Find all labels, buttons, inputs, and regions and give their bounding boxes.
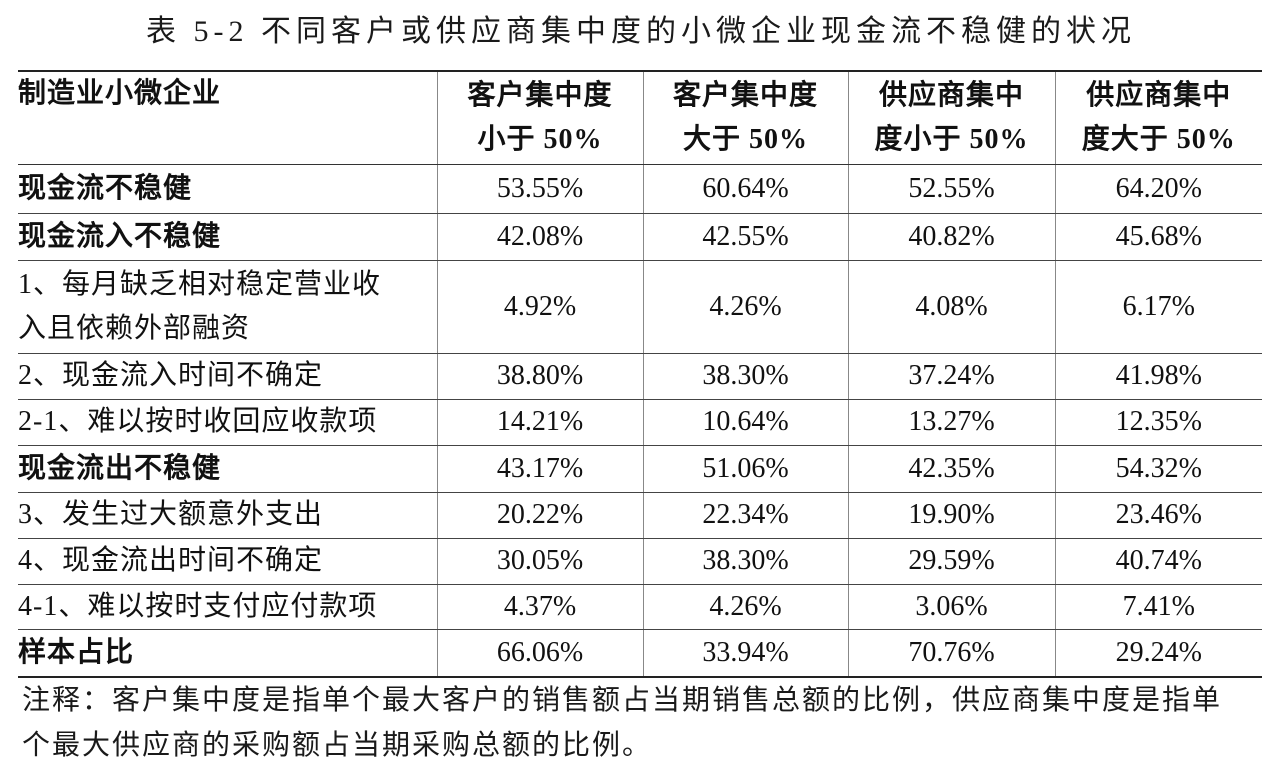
header-col-supplier-high: 供应商集中 度大于 50% [1054,70,1262,165]
value-cell: 38.80% [436,353,643,400]
row-label: 4、现金流出时间不确定 [18,538,437,585]
data-table: 制造业小微企业 客户集中度 小于 50% 客户集中度 大于 50% 供应商集中 … [18,70,1262,678]
value-cell: 51.06% [642,445,848,493]
header-line: 客户集中度 [672,79,818,111]
value-cell: 7.41% [1054,584,1262,630]
row-label: 1、每月缺乏相对稳定营业收 入且依赖外部融资 [18,260,437,354]
value-cell: 40.82% [847,213,1055,261]
value-cell: 37.24% [847,353,1055,400]
value-cell: 3.06% [847,584,1055,630]
value-cell: 38.30% [642,538,848,585]
value-cell: 54.32% [1054,445,1262,493]
table-row: 样本占比 66.06% 33.94% 70.76% 29.24% [18,629,1262,678]
value-cell: 38.30% [642,353,848,400]
value-cell: 66.06% [436,629,643,678]
value-cell: 42.35% [847,445,1055,493]
header-line: 供应商集中 [1086,79,1232,111]
table-row: 4、现金流出时间不确定 30.05% 38.30% 29.59% 40.74% [18,538,1262,585]
row-label: 2、现金流入时间不确定 [18,353,437,400]
table-row: 3、发生过大额意外支出 20.22% 22.34% 19.90% 23.46% [18,492,1262,539]
value-cell: 42.55% [642,213,848,261]
value-cell: 4.26% [642,584,848,630]
value-cell: 33.94% [642,629,848,678]
header-line: 度小于 50% [874,123,1029,155]
header-row-label: 制造业小微企业 [18,70,437,165]
value-cell: 29.59% [847,538,1055,585]
value-cell: 70.76% [847,629,1055,678]
value-cell: 60.64% [642,164,848,214]
row-label: 3、发生过大额意外支出 [18,492,437,539]
row-label: 现金流不稳健 [18,164,437,214]
header-col-supplier-low: 供应商集中 度小于 50% [847,70,1055,165]
header-line: 客户集中度 [467,79,613,111]
value-cell: 4.37% [436,584,643,630]
header-line: 大于 50% [682,123,808,155]
value-cell: 4.92% [436,260,643,354]
value-cell: 20.22% [436,492,643,539]
value-cell: 22.34% [642,492,848,539]
row-label-line: 入且依赖外部融资 [18,312,251,344]
row-label: 现金流入不稳健 [18,213,437,261]
value-cell: 41.98% [1054,353,1262,400]
row-label: 4-1、难以按时支付应付款项 [18,584,437,630]
header-line: 供应商集中 [878,79,1024,111]
footnote: 注释：客户集中度是指单个最大客户的销售额占当期销售总额的比例，供应商集中度是指单… [22,678,1222,768]
value-cell: 45.68% [1054,213,1262,261]
table-row: 2-1、难以按时收回应收款项 14.21% 10.64% 13.27% 12.3… [18,399,1262,446]
table-row: 现金流入不稳健 42.08% 42.55% 40.82% 45.68% [18,213,1262,261]
value-cell: 40.74% [1054,538,1262,585]
value-cell: 23.46% [1054,492,1262,539]
footnote-line: 个最大供应商的采购额占当期采购总额的比例。 [22,730,653,761]
header-row: 制造业小微企业 客户集中度 小于 50% 客户集中度 大于 50% 供应商集中 … [18,70,1262,165]
value-cell: 4.08% [847,260,1055,354]
header-line: 小于 50% [477,123,603,155]
header-line: 度大于 50% [1081,123,1236,155]
table-row: 1、每月缺乏相对稳定营业收 入且依赖外部融资 4.92% 4.26% 4.08%… [18,260,1262,354]
table-title: 表 5-2 不同客户或供应商集中度的小微企业现金流不稳健的状况 [146,15,1136,48]
value-cell: 64.20% [1054,164,1262,214]
table-row: 4-1、难以按时支付应付款项 4.37% 4.26% 3.06% 7.41% [18,584,1262,630]
table-row: 现金流不稳健 53.55% 60.64% 52.55% 64.20% [18,164,1262,214]
row-label-line: 1、每月缺乏相对稳定营业收 [18,268,382,300]
header-col-customer-high: 客户集中度 大于 50% [642,70,848,165]
value-cell: 19.90% [847,492,1055,539]
value-cell: 52.55% [847,164,1055,214]
value-cell: 13.27% [847,399,1055,446]
value-cell: 53.55% [436,164,643,214]
row-label: 2-1、难以按时收回应收款项 [18,399,437,446]
value-cell: 30.05% [436,538,643,585]
value-cell: 43.17% [436,445,643,493]
value-cell: 10.64% [642,399,848,446]
footnote-line: 注释：客户集中度是指单个最大客户的销售额占当期销售总额的比例，供应商集中度是指单 [22,685,1223,716]
value-cell: 4.26% [642,260,848,354]
table-row: 2、现金流入时间不确定 38.80% 38.30% 37.24% 41.98% [18,353,1262,400]
table-row: 现金流出不稳健 43.17% 51.06% 42.35% 54.32% [18,445,1262,493]
value-cell: 6.17% [1054,260,1262,354]
value-cell: 29.24% [1054,629,1262,678]
value-cell: 42.08% [436,213,643,261]
value-cell: 12.35% [1054,399,1262,446]
row-label: 现金流出不稳健 [18,445,437,493]
row-label: 样本占比 [18,629,437,678]
header-col-customer-low: 客户集中度 小于 50% [436,70,643,165]
value-cell: 14.21% [436,399,643,446]
